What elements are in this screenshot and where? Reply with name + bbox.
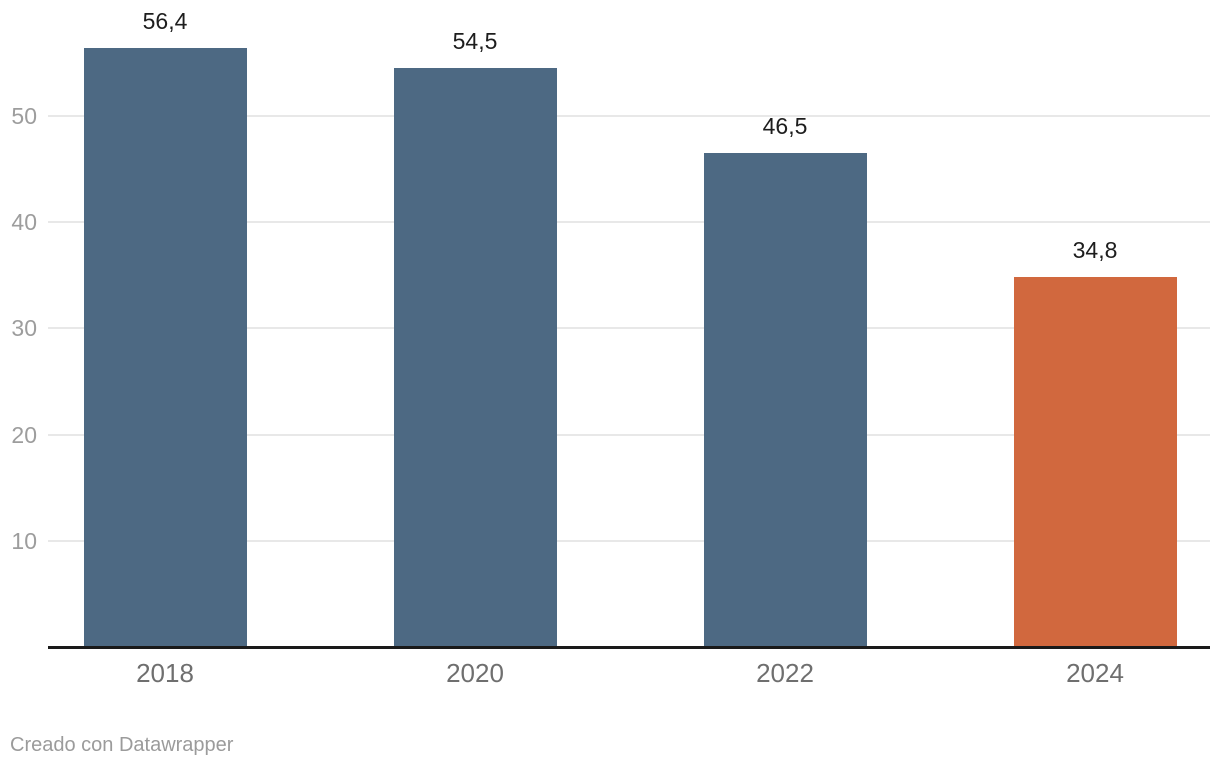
x-axis-label-2018: 2018 <box>136 658 194 688</box>
value-label-2018: 56,4 <box>142 8 188 34</box>
gridline-20 <box>48 434 1210 436</box>
x-axis-label-2020: 2020 <box>446 658 504 688</box>
x-axis-line <box>48 646 1210 649</box>
bar-2018 <box>84 48 247 647</box>
y-tick-label-40: 40 <box>11 209 37 235</box>
x-axis-label-2022: 2022 <box>756 658 814 688</box>
y-tick-label-20: 20 <box>11 422 37 448</box>
bar-2020 <box>394 68 557 647</box>
bar-2022 <box>704 153 867 647</box>
gridline-50 <box>48 115 1210 117</box>
value-label-2020: 54,5 <box>452 28 498 54</box>
gridline-40 <box>48 221 1210 223</box>
value-label-2022: 46,5 <box>762 113 808 139</box>
gridline-30 <box>48 327 1210 329</box>
attribution-link[interactable]: Creado con Datawrapper <box>10 734 234 756</box>
gridline-10 <box>48 540 1210 542</box>
y-tick-label-50: 50 <box>11 103 37 129</box>
y-tick-label-30: 30 <box>11 315 37 341</box>
value-label-2024: 34,8 <box>1072 237 1118 263</box>
x-axis-label-2024: 2024 <box>1066 658 1124 688</box>
bar-2024 <box>1014 277 1177 647</box>
y-tick-label-10: 10 <box>11 528 37 554</box>
